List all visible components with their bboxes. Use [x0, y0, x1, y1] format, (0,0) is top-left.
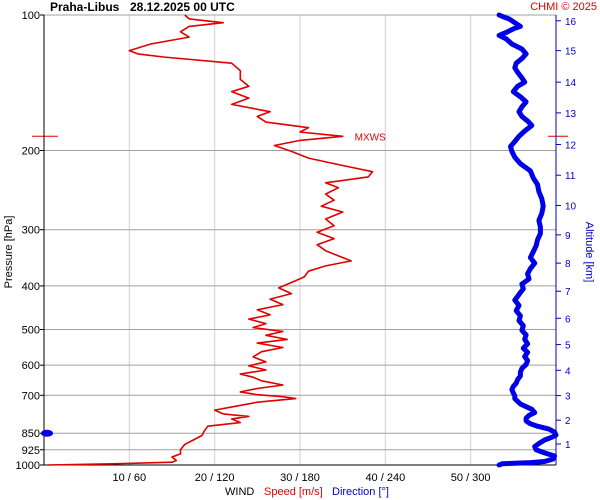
- x-axis-label-speed: Speed [m/s]: [264, 486, 323, 498]
- altitude-tick-label: 5: [565, 341, 571, 352]
- pressure-tick-label: 100: [22, 10, 40, 22]
- altitude-tick-label: 3: [565, 392, 571, 403]
- pressure-tick-label: 925: [22, 445, 40, 457]
- altitude-tick-label: 11: [565, 171, 576, 182]
- x-tick-label: 30 / 180: [280, 472, 320, 484]
- x-axis-label-prefix: WIND: [225, 486, 254, 498]
- altitude-tick-label: 6: [565, 314, 571, 325]
- altitude-tick-label: 16: [565, 17, 577, 28]
- altitude-axis-label: Altitude [km]: [583, 222, 595, 283]
- x-tick-label: 50 / 300: [451, 472, 491, 484]
- pressure-tick-label: 500: [22, 325, 40, 337]
- altitude-tick-label: 7: [565, 287, 571, 298]
- pressure-tick-label: 600: [22, 360, 40, 372]
- pressure-tick-label: 850: [22, 428, 40, 440]
- altitude-tick-label: 12: [565, 141, 577, 152]
- datetime-title: 28.12.2025 00 UTC: [130, 0, 235, 14]
- axis-ticks: 10 / 60 20 / 120 30 / 180 40 / 240 50 / 300 1…: [16, 10, 577, 484]
- series-layer: [41, 12, 559, 468]
- pressure-axis-label: Pressure [hPa]: [3, 216, 15, 289]
- altitude-tick-label: 8: [565, 259, 571, 270]
- x-tick-label: 40 / 240: [365, 472, 405, 484]
- altitude-tick-label: 14: [565, 78, 577, 89]
- mxws-label: MXWS: [355, 132, 386, 143]
- altitude-tick-label: 1: [565, 440, 571, 451]
- x-axis-label-direction: Direction [°]: [332, 486, 389, 498]
- altitude-tick-label: 2: [565, 416, 571, 427]
- altitude-tick-label: 4: [565, 366, 571, 377]
- pressure-tick-label: 1000: [16, 460, 40, 472]
- pressure-tick-label: 700: [22, 390, 40, 402]
- credit-label: CHMI © 2025: [530, 1, 597, 13]
- speed-series-line: [47, 14, 374, 466]
- direction-series-line: [496, 12, 559, 468]
- altitude-tick-label: 13: [565, 109, 577, 120]
- pressure-tick-label: 400: [22, 281, 40, 293]
- x-tick-label: 10 / 60: [113, 472, 147, 484]
- x-tick-label: 20 / 120: [195, 472, 235, 484]
- altitude-tick-label: 9: [565, 231, 571, 242]
- altitude-tick-label: 15: [565, 47, 577, 58]
- pressure-tick-label: 300: [22, 225, 40, 237]
- altitude-tick-label: 10: [565, 201, 577, 212]
- station-level-marker: [41, 429, 53, 437]
- station-title: Praha-Libus: [50, 0, 120, 14]
- pressure-tick-label: 200: [22, 145, 40, 157]
